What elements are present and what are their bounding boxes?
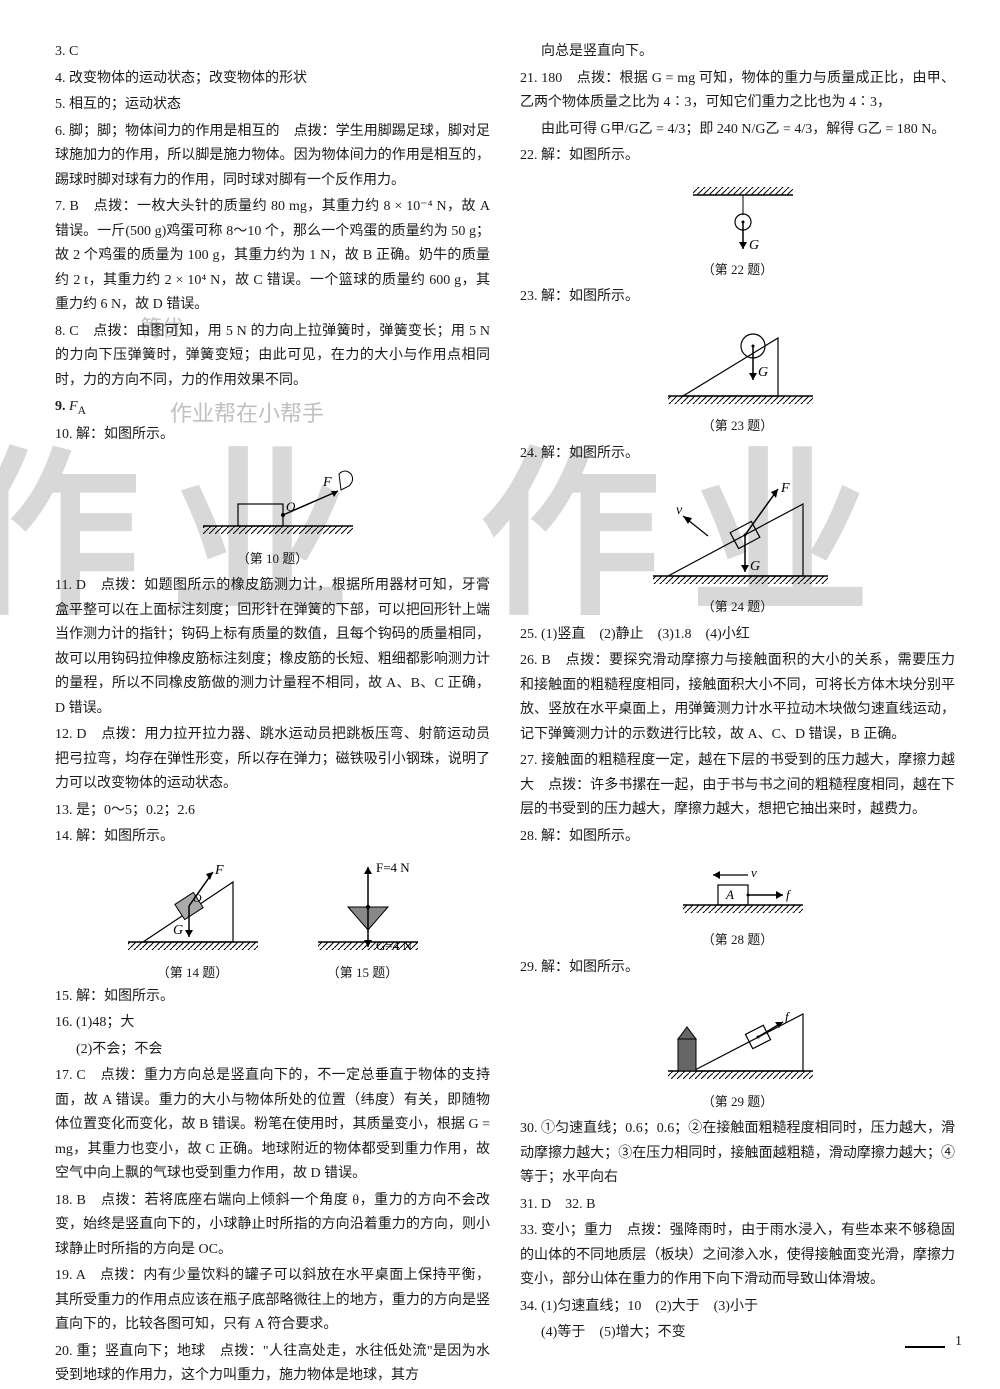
fig15-F-label: F=4 N	[376, 860, 410, 875]
q3: 3. C	[55, 40, 490, 65]
svg-text:F: F	[322, 475, 332, 490]
q15: 15. 解：如图所示。	[55, 985, 490, 1010]
fig24-G: G	[750, 559, 760, 574]
q8: 8. C 点拨：由图可知，用 5 N 的力向上拉弹簧时，弹簧变长；用 5 N 的…	[55, 320, 490, 394]
fig10-caption: （第 10 题）	[55, 548, 490, 571]
figure-24: F v G （第 24 题）	[520, 474, 955, 619]
figure-23: G （第 23 题）	[520, 318, 955, 438]
fig10-svg: F O	[173, 456, 373, 546]
q25: 25. (1)竖直 (2)静止 (3)1.8 (4)小红	[520, 623, 955, 648]
fig24-v: v	[676, 503, 683, 518]
q10: 10. 解：如图所示。	[55, 423, 490, 448]
q19: 19. A 点拨：内有少量饮料的罐子可以斜放在水平桌面上保持平衡，其所受重力的作…	[55, 1264, 490, 1338]
fig23-G: G	[758, 365, 768, 380]
q26: 26. B 点拨：要探究滑动摩擦力与接触面积的大小的关系，需要压力和接触面的粗糙…	[520, 649, 955, 747]
q4: 4. 改变物体的运动状态；改变物体的形状	[55, 67, 490, 92]
figure-15: F=4 N G=4 N （第 15 题）	[298, 852, 428, 985]
q20-cont: 向总是竖直向下。	[520, 40, 955, 65]
fig28-f: f	[786, 887, 792, 902]
q16: 16. (1)48；大	[55, 1011, 490, 1036]
svg-text:G: G	[173, 923, 183, 938]
q5: 5. 相互的；运动状态	[55, 93, 490, 118]
q31-32: 31. D 32. B	[520, 1193, 955, 1218]
fig15-G-label: G=4 N	[376, 938, 412, 953]
figure-29: f （第 29 题）	[520, 989, 955, 1114]
q24: 24. 解：如图所示。	[520, 442, 955, 467]
q9: 9. FA	[55, 395, 490, 421]
figure-14-15-row: F G O （第 14 题）	[55, 852, 490, 985]
q34b: (4)等于 (5)增大；不变	[520, 1321, 955, 1346]
figure-22: G （第 22 题）	[520, 177, 955, 282]
fig28-A: A	[725, 887, 734, 902]
q14: 14. 解：如图所示。	[55, 825, 490, 850]
q6: 6. 脚；脚；物体间力的作用是相互的 点拨：学生用脚踢足球，脚对足球施加力的作用…	[55, 120, 490, 194]
q22: 22. 解：如图所示。	[520, 144, 955, 169]
figure-14: F G O （第 14 题）	[118, 852, 268, 985]
q9-F: F	[69, 399, 78, 414]
figure-10: F O （第 10 题）	[55, 456, 490, 571]
q33: 33. 变小；重力 点拨：强降雨时，由于雨水浸入，有些本来不够稳固的山体的不同地…	[520, 1219, 955, 1293]
q7: 7. B 点拨：一枚大头针的质量约 80 mg，其重力约 8 × 10⁻⁴ N，…	[55, 195, 490, 318]
q17: 17. C 点拨：重力方向总是竖直向下的，不一定总垂直于物体的支持面，故 A 错…	[55, 1064, 490, 1187]
q21-formula: 由此可得 G甲/G乙 = 4/3；即 240 N/G乙 = 4/3，解得 G乙 …	[520, 118, 955, 143]
q34: 34. (1)匀速直线；10 (2)大于 (3)小于	[520, 1295, 955, 1320]
content-columns: 3. C 4. 改变物体的运动状态；改变物体的形状 5. 相互的；运动状态 6.…	[55, 40, 955, 1344]
svg-text:O: O	[286, 499, 296, 514]
fig24-F: F	[780, 481, 790, 496]
q16b: (2)不会；不会	[55, 1038, 490, 1063]
left-column: 3. C 4. 改变物体的运动状态；改变物体的形状 5. 相互的；运动状态 6.…	[55, 40, 490, 1344]
fig28-caption: （第 28 题）	[520, 929, 955, 952]
fig28-v: v	[751, 865, 757, 880]
page-dash	[905, 1346, 945, 1348]
q27: 27. 接触面的粗糙程度一定，越在下层的书受到的压力越大，摩擦力越大 点拨：许多…	[520, 749, 955, 823]
q21: 21. 180 点拨：根据 G = mg 可知，物体的重力与质量成正比，由甲、乙…	[520, 67, 955, 116]
q28: 28. 解：如图所示。	[520, 825, 955, 850]
q11: 11. D 点拨：如题图所示的橡皮筋测力计，根据所用器材可知，牙膏盒平整可以在上…	[55, 574, 490, 721]
fig29-caption: （第 29 题）	[520, 1091, 955, 1114]
fig22-caption: （第 22 题）	[520, 259, 955, 282]
q9-sub: A	[78, 404, 86, 417]
fig14-caption: （第 14 题）	[118, 962, 268, 985]
right-column: 向总是竖直向下。 21. 180 点拨：根据 G = mg 可知，物体的重力与质…	[520, 40, 955, 1344]
q29: 29. 解：如图所示。	[520, 956, 955, 981]
svg-text:f: f	[785, 1009, 791, 1024]
fig23-caption: （第 23 题）	[520, 415, 955, 438]
q23: 23. 解：如图所示。	[520, 285, 955, 310]
page-number: 1	[955, 1330, 962, 1355]
q30: 30. ①匀速直线；0.6；0.6；②在接触面粗糙程度相同时，压力越大，滑动摩擦…	[520, 1117, 955, 1191]
svg-text:O: O	[193, 891, 202, 905]
q20: 20. 重；竖直向下；地球 点拨："人往高处走，水往低处流"是因为水受到地球的作…	[55, 1340, 490, 1389]
fig22-G: G	[749, 238, 759, 253]
figure-28: A v f （第 28 题）	[520, 857, 955, 952]
fig24-caption: （第 24 题）	[520, 596, 955, 619]
q12: 12. D 点拨：用力拉开拉力器、跳水运动员把跳板压弯、射箭运动员把弓拉弯，均存…	[55, 723, 490, 797]
fig15-caption: （第 15 题）	[298, 962, 428, 985]
q9-label: 9.	[55, 399, 69, 414]
q18: 18. B 点拨：若将底座右端向上倾斜一个角度 θ，重力的方向不会改变，始终是竖…	[55, 1189, 490, 1263]
q13: 13. 是；0～5；0.2；2.6	[55, 799, 490, 824]
svg-text:F: F	[214, 863, 224, 878]
